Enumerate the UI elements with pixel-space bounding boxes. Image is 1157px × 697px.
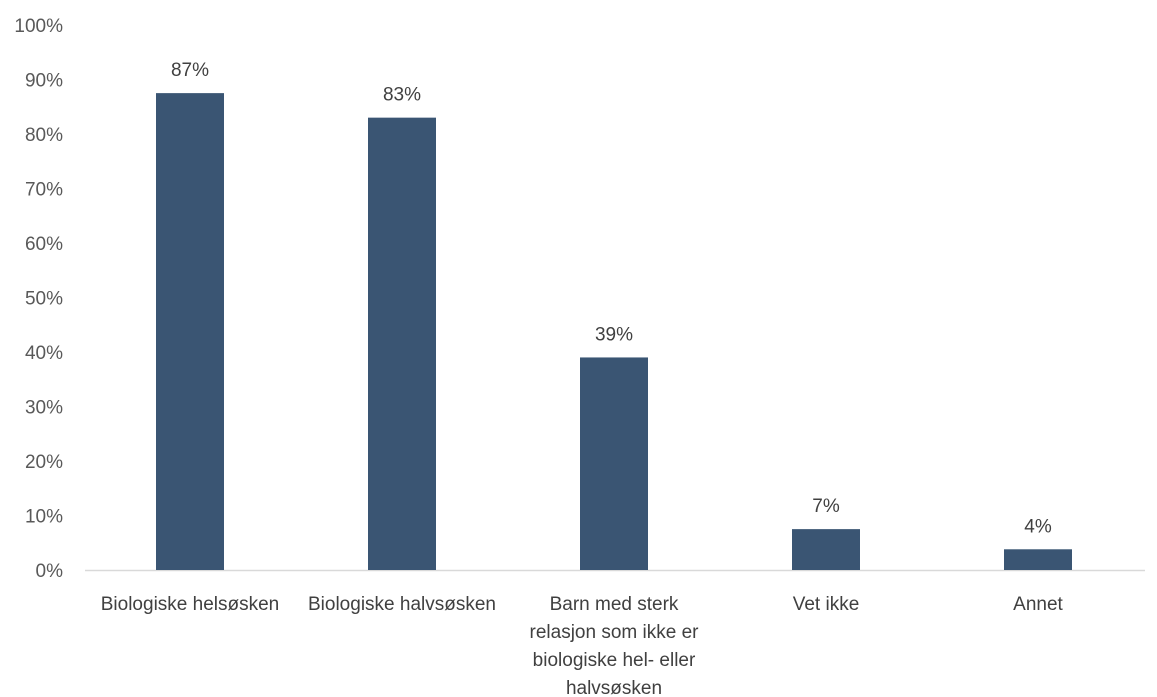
data-label: 87% — [171, 60, 209, 81]
bar — [580, 357, 648, 570]
x-axis-labels: Biologiske helsøsken Biologiske halvsøske… — [101, 594, 1064, 697]
y-tick-label: 90% — [25, 71, 63, 92]
y-tick-label: 10% — [25, 507, 63, 528]
y-tick-label: 60% — [25, 234, 63, 255]
x-tick-label: Annet — [1013, 594, 1063, 615]
x-tick-label: Barn med sterk relasjon som ikke er biolog… — [530, 594, 700, 697]
bar — [368, 117, 436, 571]
bar — [1004, 549, 1072, 570]
y-tick-label: 70% — [25, 180, 63, 201]
y-tick-label: 50% — [25, 289, 63, 310]
data-label: 83% — [383, 85, 421, 106]
x-tick-label: Vet ikke — [793, 594, 860, 615]
y-tick-label: 100% — [14, 16, 63, 37]
bar — [792, 529, 860, 570]
y-tick-label: 0% — [36, 561, 64, 582]
data-label: 4% — [1024, 516, 1052, 537]
x-tick-label: Biologiske halvsøsken — [308, 594, 496, 615]
x-tick-label: Biologiske helsøsken — [101, 594, 279, 615]
bar — [156, 93, 224, 570]
y-tick-label: 20% — [25, 452, 63, 473]
bars — [156, 93, 1072, 571]
data-label: 39% — [595, 324, 633, 345]
data-labels: 87% 83% 39% 7% 4% — [171, 60, 1052, 537]
y-axis-ticks: 0% 10% 20% 30% 40% 50% 60% 70% 80% 90% 100% — [14, 16, 63, 582]
y-tick-label: 40% — [25, 343, 63, 364]
data-label: 7% — [812, 496, 840, 517]
y-tick-label: 80% — [25, 125, 63, 146]
y-tick-label: 30% — [25, 398, 63, 419]
